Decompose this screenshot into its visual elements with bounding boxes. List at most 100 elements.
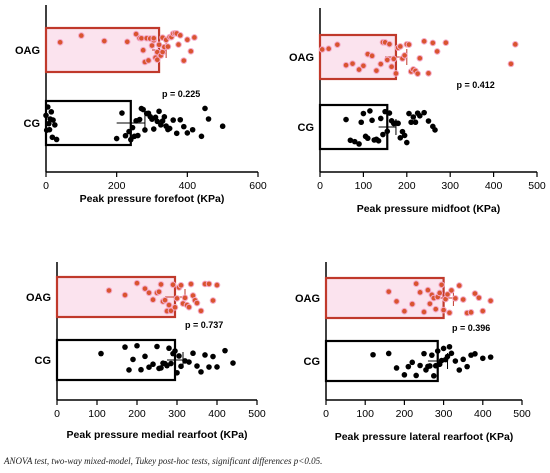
data-point bbox=[176, 353, 182, 359]
data-point bbox=[427, 363, 433, 369]
category-label: OAG bbox=[289, 52, 314, 64]
data-point bbox=[138, 366, 144, 373]
data-point bbox=[390, 55, 398, 63]
data-point bbox=[401, 132, 408, 139]
x-tick-label: 600 bbox=[249, 180, 267, 192]
data-point bbox=[184, 36, 191, 43]
data-point bbox=[230, 360, 236, 366]
chart-panel-2: 0 100 200 300 400 500 Peak pressure midfoot (K… bbox=[289, 8, 546, 215]
data-point bbox=[471, 290, 479, 297]
data-point bbox=[446, 343, 453, 350]
x-tick-label: 0 bbox=[323, 408, 329, 420]
data-point bbox=[150, 361, 156, 368]
data-point bbox=[170, 117, 176, 123]
data-point bbox=[433, 48, 441, 55]
data-point bbox=[385, 288, 393, 295]
data-point bbox=[460, 356, 467, 363]
data-point bbox=[133, 279, 141, 287]
data-point bbox=[425, 118, 432, 124]
category-label: OAG bbox=[26, 292, 51, 304]
data-point bbox=[479, 307, 487, 315]
data-point bbox=[105, 287, 113, 294]
data-point bbox=[358, 119, 365, 126]
data-point bbox=[154, 343, 160, 350]
chart-panel-4: 0 100 200 300 400 500 Peak pressure lateral re… bbox=[295, 262, 531, 443]
data-point bbox=[356, 141, 362, 147]
data-point bbox=[164, 43, 172, 50]
data-point bbox=[214, 364, 220, 370]
data-point bbox=[155, 41, 163, 49]
data-point bbox=[176, 32, 184, 39]
figure-caption: ANOVA test, two-way mixed-model, Tukey p… bbox=[4, 456, 323, 466]
data-point bbox=[412, 119, 419, 126]
data-point bbox=[213, 281, 221, 289]
data-point bbox=[408, 119, 414, 126]
data-point bbox=[181, 123, 187, 130]
data-point bbox=[360, 110, 367, 117]
data-point bbox=[175, 41, 182, 48]
data-point bbox=[178, 363, 184, 370]
data-point bbox=[404, 139, 410, 146]
data-point bbox=[198, 369, 204, 375]
data-point bbox=[421, 109, 427, 116]
data-point bbox=[173, 130, 180, 137]
x-axis-label: Peak pressure forefoot (KPa) bbox=[80, 193, 225, 205]
data-point bbox=[128, 136, 134, 143]
data-point bbox=[161, 296, 169, 304]
data-point bbox=[401, 372, 408, 378]
data-point bbox=[412, 280, 420, 288]
data-point bbox=[396, 43, 404, 50]
data-point bbox=[414, 70, 421, 77]
data-point bbox=[168, 360, 174, 367]
x-axis-label: Peak pressure lateral rearfoot (KPa) bbox=[335, 431, 514, 443]
data-point bbox=[209, 297, 217, 304]
x-axis-label: Peak pressure midfoot (KPa) bbox=[357, 203, 501, 215]
x-tick-label: 0 bbox=[43, 180, 49, 192]
data-point bbox=[186, 359, 192, 365]
category-label: CG bbox=[304, 356, 321, 368]
data-point bbox=[480, 355, 486, 362]
data-point bbox=[406, 110, 412, 117]
x-tick-label: 300 bbox=[441, 180, 459, 192]
data-point bbox=[325, 45, 332, 53]
data-point bbox=[155, 288, 163, 296]
data-point bbox=[444, 353, 451, 360]
x-tick-label: 100 bbox=[88, 408, 106, 420]
data-point bbox=[448, 350, 455, 357]
data-point bbox=[46, 126, 53, 133]
data-point bbox=[417, 362, 423, 369]
x-tick-label: 400 bbox=[179, 180, 197, 192]
data-point bbox=[382, 108, 388, 115]
data-point bbox=[169, 281, 177, 289]
p-value-annotation: p = 0.225 bbox=[162, 89, 200, 99]
data-point bbox=[146, 364, 152, 370]
data-point bbox=[159, 118, 166, 124]
data-point bbox=[446, 309, 453, 317]
data-point bbox=[380, 131, 386, 138]
data-point bbox=[369, 117, 375, 124]
data-point bbox=[154, 56, 161, 64]
data-point bbox=[44, 104, 51, 110]
data-point bbox=[202, 352, 208, 358]
p-value-annotation: p = 0.737 bbox=[185, 320, 223, 330]
data-point bbox=[48, 109, 55, 115]
data-point bbox=[349, 60, 356, 67]
data-point bbox=[368, 52, 376, 60]
data-point bbox=[351, 138, 358, 145]
data-point bbox=[180, 57, 188, 64]
data-point bbox=[455, 282, 463, 289]
x-tick-label: 0 bbox=[317, 180, 323, 192]
data-point bbox=[135, 132, 141, 139]
x-tick-label: 0 bbox=[54, 408, 60, 420]
data-point bbox=[101, 37, 108, 45]
data-point bbox=[139, 46, 147, 54]
data-point bbox=[440, 306, 447, 314]
x-tick-label: 500 bbox=[248, 408, 266, 420]
data-point bbox=[393, 298, 400, 305]
data-point bbox=[424, 286, 432, 294]
data-point bbox=[420, 308, 428, 316]
bar-cg bbox=[324, 339, 439, 383]
data-point bbox=[375, 138, 382, 144]
data-point bbox=[150, 126, 157, 132]
